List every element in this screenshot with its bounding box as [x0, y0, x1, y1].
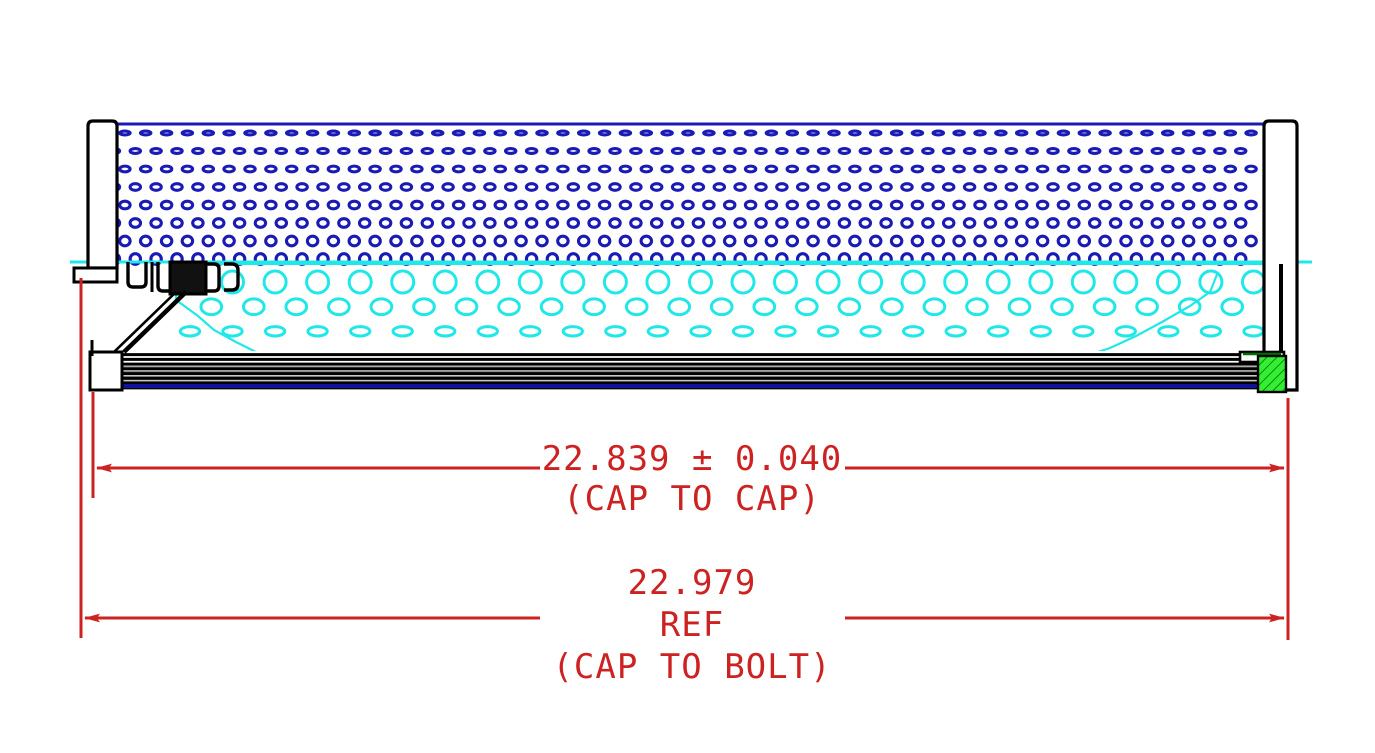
dimension-cap-to-bolt: 22.979 REF (CAP TO BOLT) — [84, 563, 1285, 687]
filter-media — [90, 351, 1282, 391]
bolt-assembly — [126, 260, 240, 296]
dim-note-cap-to-bolt: (CAP TO BOLT) — [552, 647, 831, 687]
dim-note-cap-to-cap: (CAP TO CAP) — [563, 479, 821, 519]
upper-screen — [96, 122, 1266, 266]
dimension-annotations: 22.839 ± 0.040 (CAP TO CAP) 22.979 REF (… — [79, 278, 1290, 687]
dim-value-cap-to-cap: 22.839 ± 0.040 — [542, 439, 843, 479]
dim-value-cap-to-bolt: 22.979 — [628, 563, 757, 603]
dimension-cap-to-cap: 22.839 ± 0.040 (CAP TO CAP) — [96, 439, 1285, 519]
filter-element-body — [70, 119, 1312, 394]
support-strut — [113, 290, 188, 354]
left-end-cap — [72, 119, 124, 392]
dim-qualifier-cap-to-bolt: REF — [660, 605, 724, 645]
right-end-cap — [1238, 119, 1299, 392]
lower-screen — [174, 269, 1266, 360]
gasket-seal — [1256, 354, 1288, 394]
